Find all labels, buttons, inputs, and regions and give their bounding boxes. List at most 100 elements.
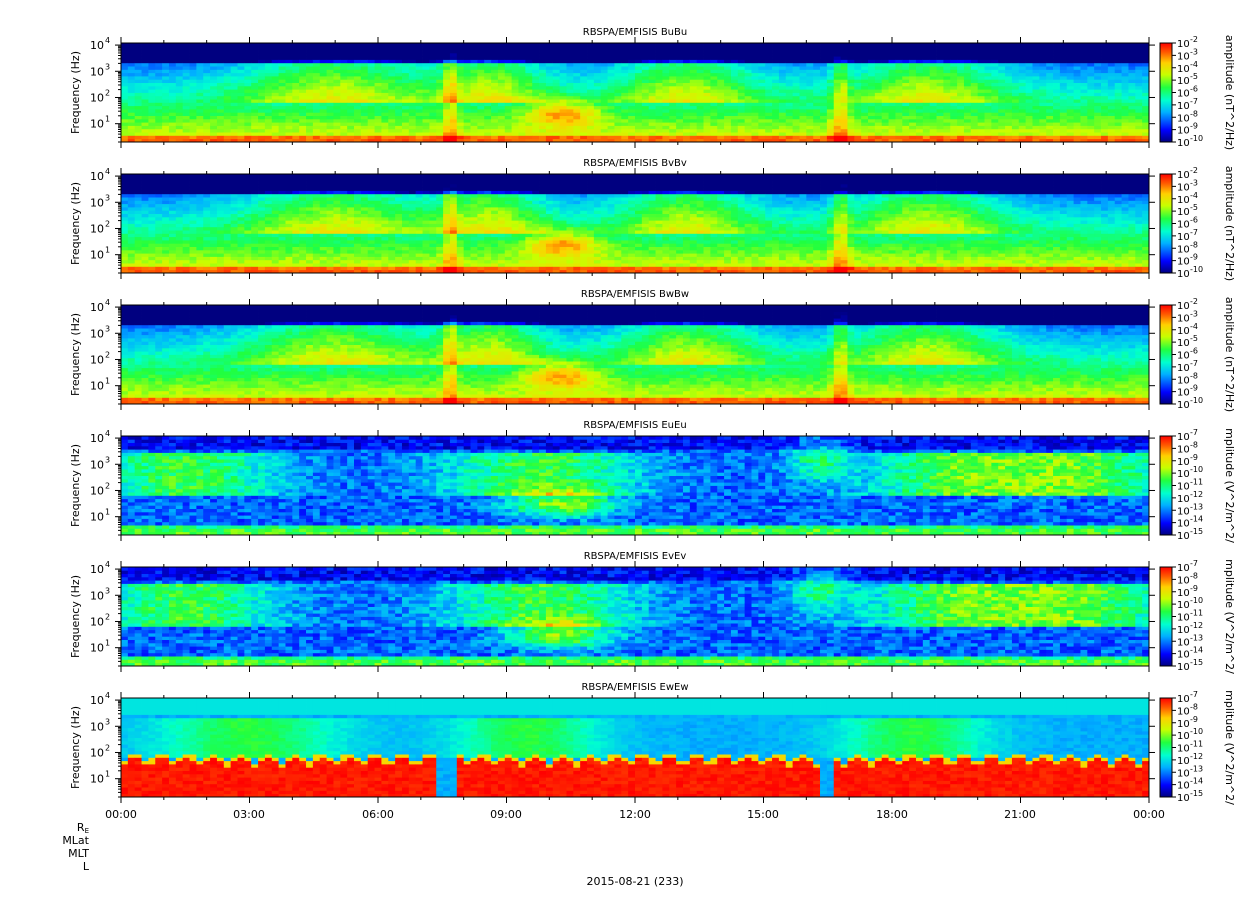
y-tick-label: 10 [90, 170, 104, 183]
colorbar-tick-exponent: -5 [1190, 203, 1198, 212]
y-tick-label: 10 [90, 511, 104, 524]
y-tick-exponent: 1 [105, 639, 110, 648]
spectrogram-image [121, 43, 1150, 143]
colorbar-label: amplitude (nT^2/Hz) [1223, 297, 1236, 412]
colorbar-tick-label: 10 [1177, 563, 1190, 574]
y-tick-exponent: 4 [105, 429, 110, 438]
x-tick-label: 06:00 [362, 808, 394, 821]
spectrogram-image [121, 174, 1150, 274]
y-tick-exponent: 4 [105, 691, 110, 700]
colorbar-tick-exponent: -10 [1190, 134, 1203, 143]
colorbar-tick-label: 10 [1177, 662, 1190, 673]
colorbar [1159, 304, 1173, 405]
y-tick-label: 10 [90, 563, 104, 576]
y-tick-exponent: 2 [105, 219, 110, 228]
y-axis-label: Frequency (Hz) [69, 51, 82, 134]
colorbar-tick-exponent: -15 [1190, 789, 1203, 798]
x-tick-label: 12:00 [619, 808, 651, 821]
x-tick-label: 03:00 [233, 808, 265, 821]
colorbar-tick-label: 10 [1177, 101, 1190, 112]
colorbar-label: amplitude (nT^2/Hz) [1223, 166, 1236, 281]
colorbar [1159, 697, 1173, 798]
colorbar-tick-exponent: -5 [1190, 72, 1198, 81]
y-tick-exponent: 1 [105, 508, 110, 517]
colorbar-tick-label: 10 [1177, 76, 1190, 87]
x-tick-label: 00:00 [1133, 808, 1165, 821]
colorbar-tick-exponent: -7 [1190, 559, 1198, 568]
colorbar-tick-exponent: -6 [1190, 216, 1198, 225]
y-tick-label: 10 [90, 301, 104, 314]
x-tick-label: 00:00 [105, 808, 137, 821]
colorbar-tick-label: 10 [1177, 744, 1190, 755]
y-tick-label: 10 [90, 720, 104, 733]
colorbar-tick-label: 10 [1177, 506, 1190, 517]
colorbar-tick-exponent: -14 [1190, 646, 1203, 655]
y-tick-label: 10 [90, 249, 104, 262]
colorbar-tick-exponent: -10 [1190, 396, 1203, 405]
colorbar-tick-exponent: -3 [1190, 47, 1198, 56]
colorbar-tick-exponent: -9 [1190, 122, 1198, 131]
y-tick-exponent: 3 [105, 455, 110, 464]
colorbar-tick-label: 10 [1177, 182, 1190, 193]
date-label: 2015-08-21 (233) [586, 875, 683, 888]
colorbar-tick-exponent: -11 [1190, 478, 1203, 487]
colorbar-label: amplitude (nT^2/Hz) [1223, 35, 1236, 150]
colorbar-tick-exponent: -9 [1190, 384, 1198, 393]
colorbar-tick-label: 10 [1177, 756, 1190, 767]
colorbar-tick-exponent: -13 [1190, 764, 1203, 773]
spectrogram-image [121, 567, 1150, 667]
colorbar [1159, 42, 1173, 143]
colorbar-tick-label: 10 [1177, 207, 1190, 218]
colorbar-tick-exponent: -13 [1190, 633, 1203, 642]
colorbar-tick-exponent: -11 [1190, 740, 1203, 749]
y-axis-label: Frequency (Hz) [69, 182, 82, 265]
y-tick-label: 10 [90, 432, 104, 445]
y-tick-label: 10 [90, 65, 104, 78]
y-tick-exponent: 4 [105, 167, 110, 176]
y-tick-exponent: 1 [105, 377, 110, 386]
y-tick-exponent: 2 [105, 612, 110, 621]
y-axis-label: Frequency (Hz) [69, 575, 82, 658]
colorbar-label: mplitude (V^2/m^2/ [1223, 690, 1236, 805]
colorbar-tick-exponent: -4 [1190, 191, 1198, 200]
panel-title: RBSPA/EMFISIS BuBu [583, 27, 687, 38]
colorbar-tick-label: 10 [1177, 257, 1190, 268]
colorbar [1159, 566, 1173, 667]
colorbar-tick-label: 10 [1177, 519, 1190, 530]
colorbar-tick-exponent: -9 [1190, 715, 1198, 724]
colorbar-tick-label: 10 [1177, 375, 1190, 386]
y-tick-label: 10 [90, 353, 104, 366]
colorbar-tick-label: 10 [1177, 781, 1190, 792]
colorbar-tick-label: 10 [1177, 637, 1190, 648]
colorbar-tick-exponent: -2 [1190, 35, 1198, 44]
panel-title: RBSPA/EMFISIS EvEv [584, 551, 687, 562]
colorbar-tick-exponent: -4 [1190, 60, 1198, 69]
colorbar-tick-label: 10 [1177, 469, 1190, 480]
colorbar-tick-label: 10 [1177, 531, 1190, 542]
panel-title: RBSPA/EMFISIS BvBv [583, 158, 687, 169]
y-tick-exponent: 4 [105, 298, 110, 307]
ephemeris-label-l: L [83, 860, 90, 873]
colorbar-tick-label: 10 [1177, 195, 1190, 206]
colorbar-tick-exponent: -7 [1190, 359, 1198, 368]
colorbar-tick-exponent: -10 [1190, 265, 1203, 274]
y-tick-exponent: 3 [105, 717, 110, 726]
colorbar-tick-label: 10 [1177, 39, 1190, 50]
colorbar-tick-label: 10 [1177, 706, 1190, 717]
y-tick-exponent: 2 [105, 88, 110, 97]
colorbar-tick-exponent: -15 [1190, 527, 1203, 536]
colorbar-tick-label: 10 [1177, 170, 1190, 181]
colorbar-tick-exponent: -7 [1190, 228, 1198, 237]
colorbar-tick-label: 10 [1177, 138, 1190, 149]
colorbar-tick-label: 10 [1177, 650, 1190, 661]
y-tick-label: 10 [90, 118, 104, 131]
colorbar-tick-label: 10 [1177, 482, 1190, 493]
colorbar-tick-exponent: -12 [1190, 621, 1203, 630]
colorbar-tick-label: 10 [1177, 793, 1190, 804]
colorbar-tick-label: 10 [1177, 768, 1190, 779]
